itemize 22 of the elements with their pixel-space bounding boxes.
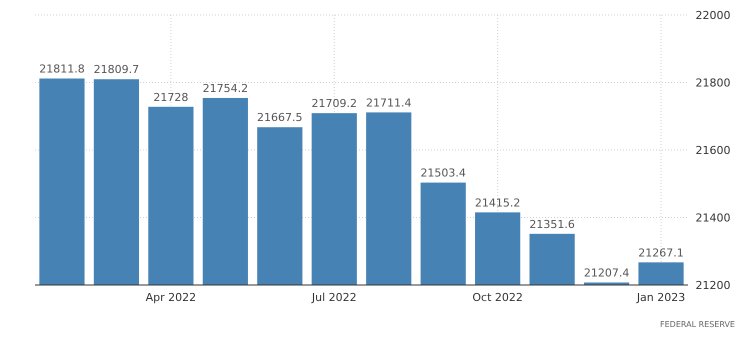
x-tick-label: Jul 2022: [310, 291, 357, 304]
data-label: 21811.8: [39, 62, 85, 76]
data-label: 21711.4: [366, 96, 412, 110]
y-tick-label: 21800: [696, 76, 730, 90]
x-tick-label: Apr 2022: [146, 291, 196, 304]
text: FEDERAL RESERVE: [660, 320, 735, 329]
data-label: 21754.2: [202, 82, 248, 95]
data-label: 21503.4: [420, 166, 466, 180]
data-label: 21728: [153, 90, 188, 104]
data-label: 21415.2: [474, 196, 520, 210]
x-tick-label: Oct 2022: [472, 291, 523, 304]
y-tick-label: 22000: [696, 8, 730, 22]
data-label: 21809.7: [94, 63, 140, 76]
y-tick-label: 21600: [696, 144, 730, 157]
y-tick-label: 21400: [696, 211, 730, 224]
data-label: 21709.2: [312, 97, 358, 110]
x-tick-label: Jan 2023: [636, 291, 686, 304]
data-label: 21667.5: [257, 111, 303, 124]
data-label: 21267.1: [638, 246, 684, 260]
y-tick-label: 21200: [696, 278, 730, 292]
data-label: 21351.6: [529, 218, 575, 231]
data-label: 21207.4: [584, 266, 630, 280]
